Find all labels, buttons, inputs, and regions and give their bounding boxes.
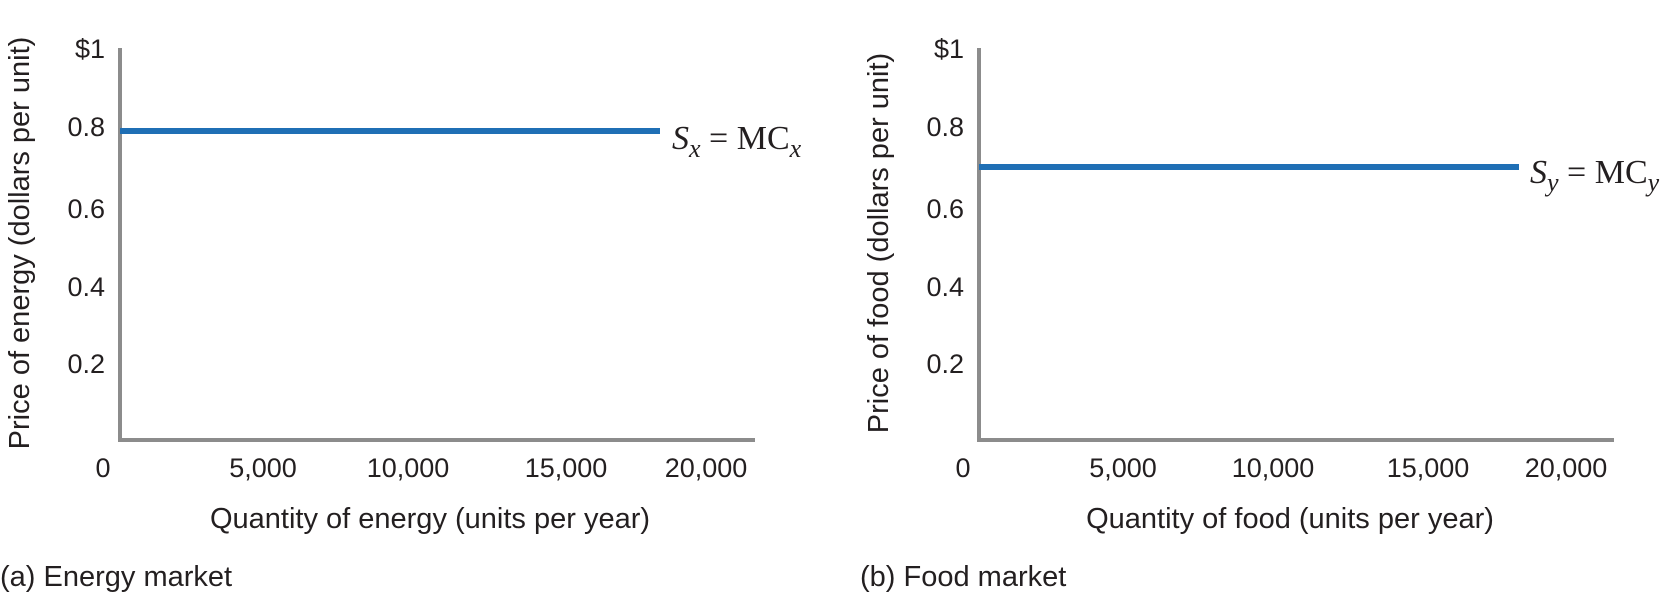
panel-b-y-tick-0.8: 0.8: [926, 112, 964, 142]
panel-a-y-tick-1: $1: [75, 34, 105, 64]
panel-food-market: 0 5,000 10,000 15,000 20,000 0.2 0.4 0.6…: [860, 34, 1660, 593]
panel-b-x-axis-title: Quantity of food (units per year): [1086, 503, 1494, 535]
panel-b-x-tick-15000: 15,000: [1387, 453, 1470, 483]
panel-b-y-tick-0.6: 0.6: [926, 194, 964, 224]
panel-a-supply-label-sub: x: [688, 134, 701, 163]
panel-a-y-tick-0.6: 0.6: [67, 194, 105, 224]
panel-a-supply-label: Sx = MCx: [672, 120, 802, 163]
panel-a-supply-label-sub2: x: [789, 134, 802, 163]
panel-b-x-tick-5000: 5,000: [1089, 453, 1157, 483]
panel-a-caption: (a) Energy market: [0, 561, 232, 593]
panel-b-y-tick-0.2: 0.2: [926, 349, 964, 379]
panel-a-supply-label-eq: = MC: [701, 120, 790, 157]
panel-a-y-tick-0.2: 0.2: [67, 349, 105, 379]
panel-a-supply-label-s: S: [672, 120, 689, 157]
panel-b-supply-label-sub: y: [1544, 168, 1559, 197]
panel-b-y-tick-0.4: 0.4: [926, 272, 964, 302]
panel-b-x-tick-0: 0: [955, 453, 970, 483]
panel-b-x-tick-20000: 20,000: [1525, 453, 1608, 483]
panel-b-caption: (b) Food market: [860, 561, 1066, 593]
panel-a-x-axis-title: Quantity of energy (units per year): [210, 503, 650, 535]
panel-a-y-tick-0.4: 0.4: [67, 272, 105, 302]
panel-a-x-tick-10000: 10,000: [367, 453, 450, 483]
panel-a-y-tick-0.8: 0.8: [67, 112, 105, 142]
panel-b-supply-label-eq: = MC: [1559, 154, 1648, 191]
panel-energy-market: 0 5,000 10,000 15,000 20,000 0.2 0.4 0.6…: [0, 34, 802, 593]
panel-b-supply-label-sub2: y: [1645, 168, 1660, 197]
panel-a-y-axis-title: Price of energy (dollars per unit): [4, 37, 36, 450]
panel-b-supply-label-s: S: [1530, 154, 1547, 191]
panel-a-x-tick-5000: 5,000: [229, 453, 297, 483]
panel-b-x-tick-10000: 10,000: [1232, 453, 1315, 483]
panel-b-y-tick-1: $1: [934, 34, 964, 64]
panel-b-y-axis-title: Price of food (dollars per unit): [863, 53, 895, 433]
panel-a-x-tick-0: 0: [95, 453, 110, 483]
panel-b-supply-label: Sy = MCy: [1530, 154, 1660, 197]
panel-a-x-tick-20000: 20,000: [665, 453, 748, 483]
panel-a-x-tick-15000: 15,000: [525, 453, 608, 483]
